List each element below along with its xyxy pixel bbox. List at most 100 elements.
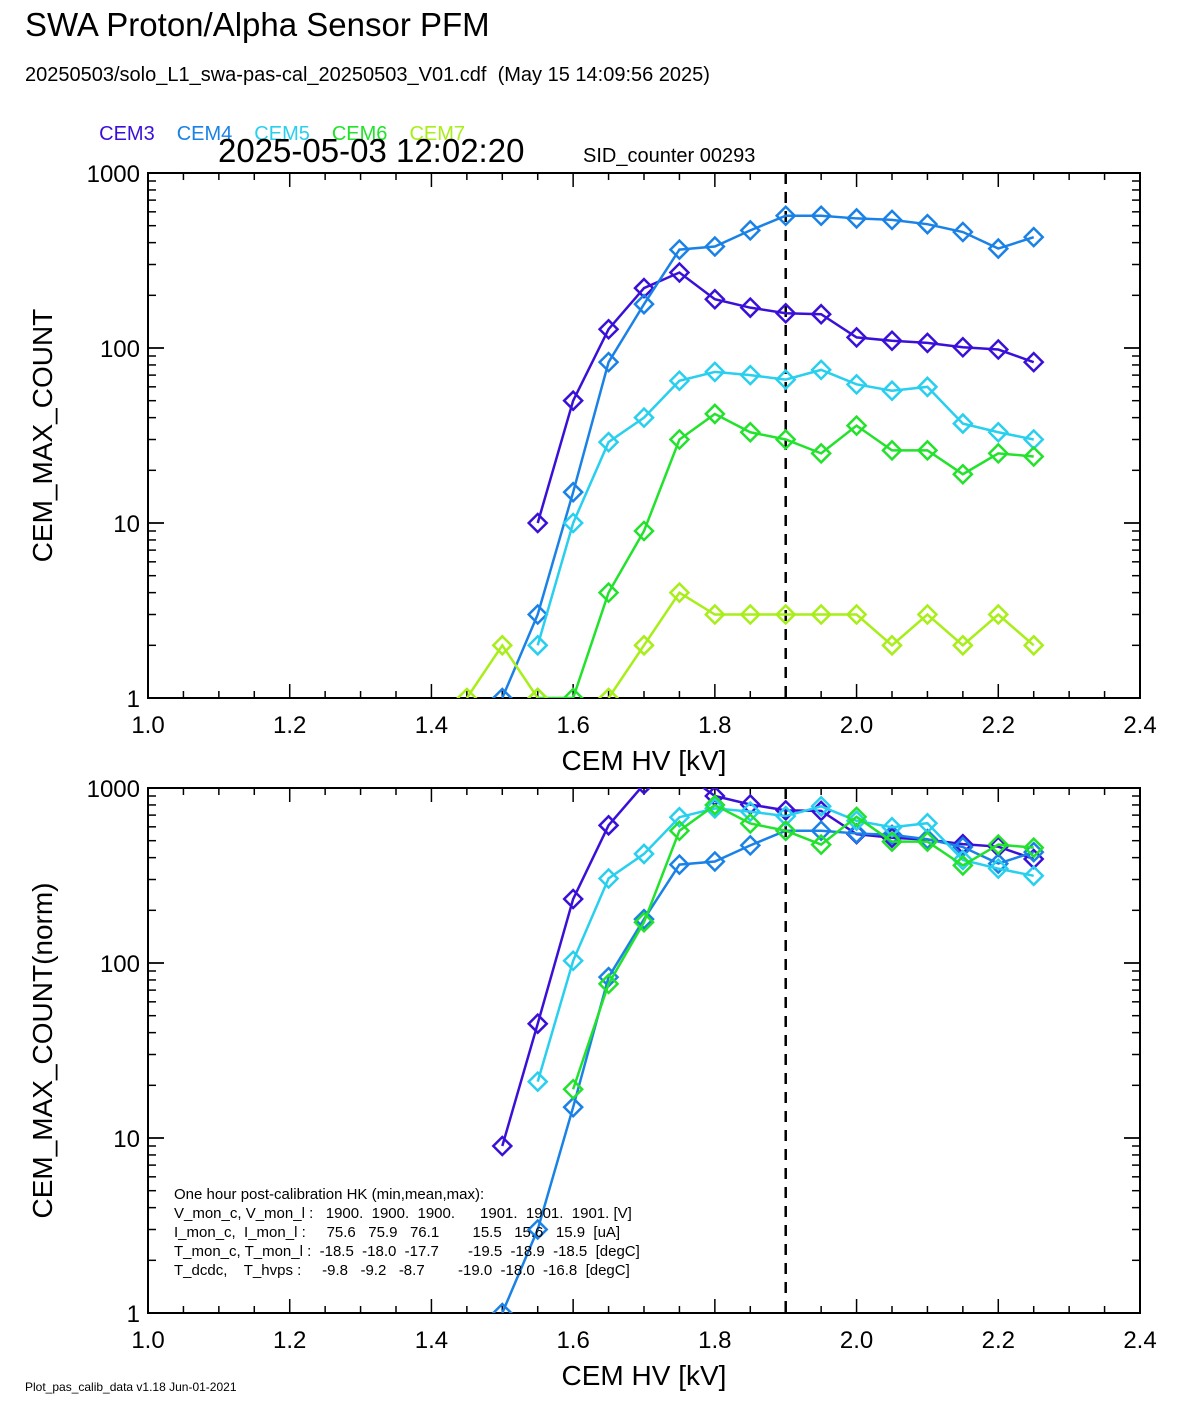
series-cem5-point — [739, 800, 762, 823]
series-cem7-point — [704, 603, 726, 626]
series-cem6-point — [774, 428, 797, 451]
series-cem6-point — [916, 830, 939, 853]
series-cem5-point — [562, 949, 584, 972]
series-cem7-point — [774, 603, 797, 626]
y-tick-label: 10 — [113, 1126, 140, 1153]
series-cem7-point — [987, 603, 1010, 626]
series-cem7-point — [1022, 634, 1045, 657]
series-cem6-point — [562, 687, 584, 698]
series-cem5-point — [704, 797, 726, 820]
series-cem3-point — [810, 303, 832, 325]
series-cem4-point — [491, 687, 514, 698]
series-cem4-point — [1022, 226, 1045, 248]
series-cem5-point — [526, 1070, 549, 1093]
series-cem3-point — [1022, 351, 1045, 373]
series-cem4-point — [597, 351, 620, 373]
series-cem4-point — [987, 237, 1010, 260]
legend-item-cem6: CEM6 — [331, 123, 388, 145]
series-cem5-point — [845, 373, 868, 396]
series-cem3-point — [668, 261, 691, 284]
series-cem4-point — [739, 219, 762, 242]
series-cem3-point — [597, 318, 620, 341]
hk-line: One hour post-calibration HK (min,mean,m… — [174, 1186, 484, 1203]
chart-panel-2: 1.0 1.2 1.4 1.6 1.8 2.0 2.2 2.4 1 10 100 1000 CEM HV… — [27, 776, 1157, 1391]
page-title: SWA Proton/Alpha Sensor PFM — [25, 6, 490, 43]
series-cem4-point — [916, 828, 939, 850]
series-cem5-point — [597, 431, 620, 453]
series-cem4-point — [881, 209, 903, 231]
x-tick-label: 1.8 — [698, 1327, 731, 1354]
series-cem7-point — [845, 603, 868, 626]
series-cem4-point — [633, 293, 655, 315]
series-cem3-point — [952, 833, 974, 855]
series-cem5-point — [597, 867, 620, 890]
series-cem5-point — [952, 849, 974, 871]
series-cem4-point — [526, 1218, 549, 1241]
y-axis-label: CEM_MAX_COUNT(norm) — [27, 882, 58, 1218]
series-group — [491, 788, 1045, 1313]
series-cem4-point — [845, 822, 868, 845]
x-tick-label: 1.6 — [556, 1327, 589, 1354]
x-tick-label: 1.6 — [556, 712, 589, 739]
x-tick-label: 1.2 — [273, 712, 306, 739]
legend-item-cem3: CEM3 — [99, 123, 155, 145]
hk-line: V_mon_c, V_mon_l : 1900. 1900. 1900. 190… — [174, 1205, 632, 1222]
series-cem5-point — [1022, 865, 1045, 887]
series-cem6-point — [952, 854, 974, 877]
x-tick-label: 1.8 — [698, 712, 731, 739]
series-cem3-point — [633, 277, 655, 299]
series-cem7-point — [597, 687, 620, 698]
series-cem6-point — [774, 819, 797, 842]
series-cem4-point — [526, 603, 549, 626]
series-cem6-point — [810, 833, 832, 856]
series-cem5-point — [633, 406, 655, 429]
series-group — [456, 204, 1045, 698]
series-cem4-point — [668, 238, 691, 261]
series-cem6-point — [562, 1078, 584, 1100]
series-cem5-point — [562, 512, 584, 534]
chart-panel-1: 1.0 1.2 1.4 1.6 1.8 2.0 2.2 2.4 1 10 100 1000 CEM HV… — [27, 161, 1157, 776]
footer-version: Plot_pas_calib_data v1.18 Jun-01-2021 — [25, 1380, 237, 1394]
series-cem5-point — [668, 806, 691, 828]
series-cem6-point — [739, 421, 762, 444]
series-cem5-point — [739, 364, 762, 386]
series-cem3-point — [526, 1012, 549, 1035]
series-cem7-point — [491, 634, 514, 657]
series-cem7-point — [668, 581, 691, 604]
series-cem6-point — [916, 439, 939, 462]
series-cem3-point — [562, 389, 584, 412]
series-cem5-point — [633, 843, 655, 865]
series-cem4-point — [952, 221, 974, 243]
series-cem3-point — [636, 788, 652, 796]
x-tick-label: 2.2 — [982, 1327, 1015, 1354]
series-cem3-point — [987, 338, 1010, 361]
y-tick-label: 1000 — [87, 161, 140, 188]
series-cem7-point — [810, 603, 832, 626]
series-cem5-point — [526, 634, 549, 657]
series-cem6-point — [810, 442, 832, 465]
x-tick-label: 1.0 — [131, 712, 164, 739]
series-cem4-point — [987, 852, 1010, 875]
series-cem6-point — [952, 463, 974, 485]
series-cem5-point — [916, 376, 939, 398]
file-subtitle: 20250503/solo_L1_swa-pas-cal_20250503_V0… — [25, 64, 710, 86]
series-cem7-point — [739, 603, 762, 626]
series-cem4-point — [845, 207, 868, 230]
legend-item-cem5: CEM5 — [254, 123, 310, 145]
series-cem6-point — [739, 812, 762, 835]
x-tick-label: 1.2 — [273, 1327, 306, 1354]
series-cem4-point — [704, 850, 726, 873]
series-cem6-point — [1022, 445, 1045, 468]
series-cem5-point — [952, 412, 974, 435]
series-cem5-point — [987, 857, 1010, 880]
series-cem5-point — [704, 361, 726, 383]
series-cem6-point — [845, 414, 868, 437]
series-cem7-point — [952, 634, 974, 657]
series-cem4-point — [916, 213, 939, 235]
timestamp: 2025-05-03 12:02:20 — [218, 132, 525, 169]
hk-line: T_mon_c, T_mon_l : -18.5 -18.0 -17.7 -19… — [174, 1243, 640, 1260]
x-tick-label: 2.2 — [982, 712, 1015, 739]
series-cem5-point — [987, 421, 1010, 444]
series-cem4-point — [562, 481, 584, 503]
